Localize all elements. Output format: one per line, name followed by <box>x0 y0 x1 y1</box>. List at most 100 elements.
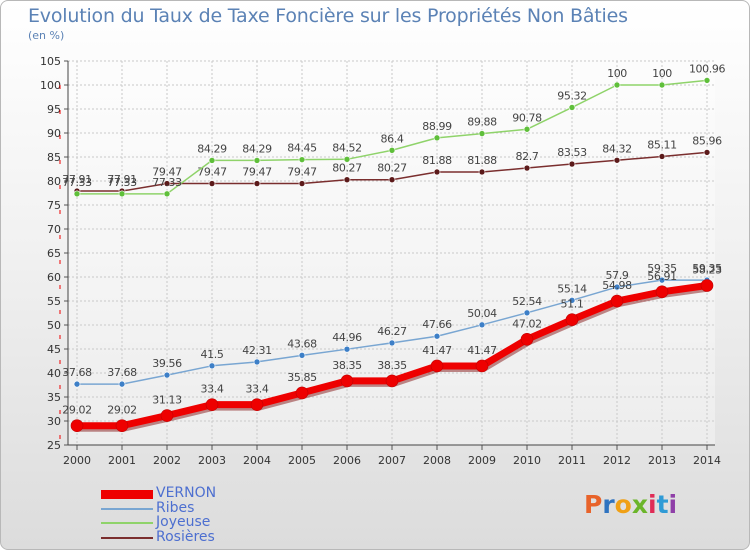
data-label: 77.91 <box>107 173 137 186</box>
data-point <box>523 309 531 317</box>
x-tick-label: 2014 <box>693 454 721 467</box>
data-label: 81.88 <box>422 154 452 167</box>
logo-letter: x <box>631 490 648 519</box>
chart-title: Evolution du Taux de Taxe Foncière sur l… <box>28 5 628 27</box>
logo-letter: i <box>668 490 678 519</box>
data-point <box>613 283 621 291</box>
proxiti-logo: Proxiti <box>584 490 677 519</box>
data-point <box>250 398 264 411</box>
x-tick-label: 2006 <box>333 454 361 467</box>
data-label: 79.47 <box>287 166 317 179</box>
data-label: 88.99 <box>422 120 452 133</box>
data-point <box>610 294 624 308</box>
data-label: 58.23 <box>692 263 722 276</box>
data-point <box>118 380 126 388</box>
x-tick-label: 2003 <box>198 454 226 467</box>
data-label: 41.47 <box>467 344 497 357</box>
legend-label: Joyeuse <box>156 514 211 530</box>
data-label: 51.1 <box>561 298 584 311</box>
legend-label: Rosières <box>156 528 215 545</box>
data-label: 46.27 <box>377 325 407 338</box>
y-tick-label: 80 <box>47 175 61 188</box>
data-point <box>163 180 171 187</box>
legend-swatch <box>101 536 153 539</box>
data-point <box>298 156 306 163</box>
legend-label: VERNON <box>156 485 217 501</box>
data-label: 82.7 <box>516 150 539 163</box>
data-label: 43.68 <box>287 337 317 350</box>
logo-letter: o <box>614 490 632 519</box>
data-point <box>568 160 576 168</box>
x-tick-label: 2001 <box>108 454 136 467</box>
data-point <box>658 276 666 284</box>
data-point <box>703 77 711 84</box>
data-point <box>433 332 441 340</box>
data-point <box>340 374 354 388</box>
data-label: 100 <box>652 67 672 80</box>
data-label: 38.35 <box>377 359 407 372</box>
x-tick-label: 2008 <box>423 454 451 467</box>
data-point <box>73 380 81 388</box>
data-label: 84.32 <box>602 142 632 155</box>
data-point <box>565 313 579 327</box>
data-label: 41.5 <box>201 348 224 361</box>
data-point <box>523 125 531 133</box>
data-point <box>478 130 486 137</box>
data-point <box>160 409 174 422</box>
data-point <box>523 164 531 172</box>
data-label: 52.54 <box>512 295 542 308</box>
data-point <box>343 176 351 184</box>
data-point <box>70 419 84 433</box>
data-label: 84.45 <box>287 142 317 155</box>
logo-letter: t <box>656 490 669 519</box>
data-label: 33.4 <box>246 383 269 396</box>
data-point <box>658 153 666 160</box>
y-tick-label: 100 <box>40 79 61 92</box>
data-point <box>388 146 396 154</box>
y-tick-label: 30 <box>47 415 61 428</box>
data-label: 35.85 <box>287 371 317 384</box>
legend-swatch <box>101 522 153 524</box>
data-point <box>703 149 711 156</box>
data-point <box>253 157 261 164</box>
y-tick-label: 50 <box>47 319 61 332</box>
data-point <box>520 333 534 346</box>
legend-swatch <box>101 507 153 510</box>
data-label: 90.78 <box>512 111 542 124</box>
legend-label: Ribes <box>156 499 195 516</box>
data-label: 80.27 <box>377 162 407 175</box>
x-tick-label: 2009 <box>468 454 496 467</box>
data-label: 79.47 <box>242 166 272 179</box>
data-label: 100 <box>607 67 627 80</box>
data-point <box>385 374 399 388</box>
data-point <box>298 180 306 187</box>
data-point <box>205 398 219 411</box>
data-point <box>655 285 669 299</box>
x-tick-label: 2011 <box>558 454 586 467</box>
data-label: 55.14 <box>557 282 587 295</box>
data-label: 85.11 <box>647 138 677 151</box>
x-tick-label: 2010 <box>513 454 541 467</box>
data-label: 77.91 <box>62 173 92 186</box>
y-axis-unit: (en %) <box>28 29 65 42</box>
data-label: 38.35 <box>332 359 362 372</box>
data-label: 95.32 <box>557 89 587 102</box>
data-point <box>658 81 666 89</box>
data-label: 79.47 <box>152 166 182 179</box>
data-point <box>430 359 444 373</box>
data-point <box>388 176 396 184</box>
data-label: 89.88 <box>467 116 497 129</box>
x-tick-label: 2012 <box>603 454 631 467</box>
data-label: 79.47 <box>197 166 227 179</box>
y-tick-label: 85 <box>47 151 61 164</box>
data-point <box>478 168 486 176</box>
data-label: 84.52 <box>332 141 362 154</box>
y-tick-label: 35 <box>47 391 61 404</box>
x-tick-label: 2004 <box>243 454 271 467</box>
data-point <box>208 362 216 370</box>
data-point <box>73 190 81 198</box>
data-label: 47.02 <box>512 317 542 330</box>
data-point <box>115 419 129 433</box>
y-tick-label: 55 <box>47 295 61 308</box>
